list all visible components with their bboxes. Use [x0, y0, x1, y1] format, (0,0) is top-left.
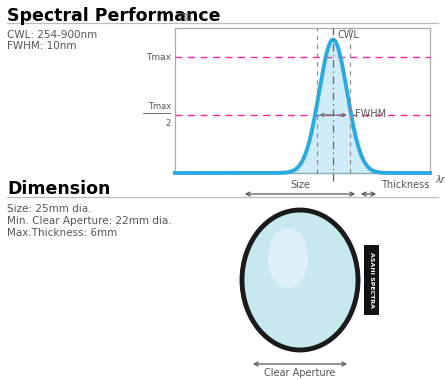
- Text: Dimension: Dimension: [7, 180, 110, 198]
- Text: λnm: λnm: [435, 175, 445, 185]
- Text: Tmax: Tmax: [146, 52, 171, 62]
- Text: Spectral Performance: Spectral Performance: [7, 7, 221, 25]
- Text: T%: T%: [177, 13, 192, 23]
- Text: Tmax: Tmax: [148, 102, 171, 111]
- Ellipse shape: [242, 210, 358, 350]
- Bar: [364, 245, 379, 315]
- Text: CWL: 254-900nm: CWL: 254-900nm: [7, 30, 97, 40]
- Text: Size: 25mm dia.: Size: 25mm dia.: [7, 204, 92, 214]
- Text: Min. Clear Aperture: 22mm dia.: Min. Clear Aperture: 22mm dia.: [7, 216, 172, 226]
- Text: Max.Thickness: 6mm: Max.Thickness: 6mm: [7, 228, 117, 238]
- Text: Size: Size: [290, 180, 310, 190]
- Text: 2: 2: [166, 119, 171, 128]
- Text: FWHM: 10nm: FWHM: 10nm: [7, 41, 77, 51]
- Text: Thickness: Thickness: [381, 180, 429, 190]
- Text: Clear Aperture: Clear Aperture: [264, 368, 336, 378]
- Text: ASAHI SPECTRA: ASAHI SPECTRA: [369, 252, 374, 308]
- Text: CWL: CWL: [337, 30, 359, 40]
- Text: FWHM: FWHM: [355, 109, 386, 119]
- Ellipse shape: [268, 228, 308, 288]
